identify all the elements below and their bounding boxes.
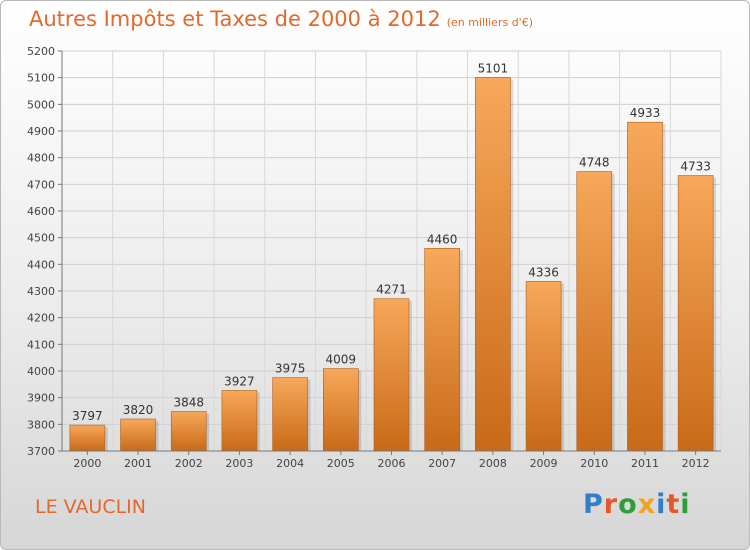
bar-2000 bbox=[69, 424, 106, 452]
y-tick-label: 4200 bbox=[27, 312, 55, 325]
data-label: 4271 bbox=[376, 283, 407, 297]
data-label: 4009 bbox=[326, 353, 357, 367]
y-tick-label: 3700 bbox=[27, 445, 55, 458]
x-tick-label: 2011 bbox=[631, 457, 659, 470]
data-label: 4748 bbox=[579, 156, 610, 170]
x-tick-label: 2002 bbox=[175, 457, 203, 470]
bar-2009 bbox=[525, 281, 562, 452]
chart-title: Autres Impôts et Taxes de 2000 à 2012 (en… bbox=[29, 7, 533, 31]
y-tick-label: 4700 bbox=[27, 178, 55, 191]
bar-2011 bbox=[627, 121, 663, 452]
location-label: LE VAUCLIN bbox=[35, 496, 146, 518]
y-tick-label: 4500 bbox=[27, 232, 55, 245]
data-label: 4933 bbox=[630, 106, 661, 120]
bar-2008 bbox=[475, 77, 511, 452]
y-axis: 3700 3800 3900 4000 4100 4200 4300 4400 4500 4600… bbox=[27, 45, 63, 458]
y-tick-label: 3800 bbox=[27, 418, 55, 431]
data-label: 3797 bbox=[72, 409, 103, 423]
data-label: 5101 bbox=[478, 61, 509, 75]
y-tick-label: 4600 bbox=[27, 205, 55, 218]
bars: 3797 3820 3848 3927 3975 4009 4271 4460 5101 4336… bbox=[69, 61, 717, 452]
x-axis: 2000 2001 2002 2003 2004 2005 2006 2007 2008 2009… bbox=[62, 450, 721, 470]
bar-2003 bbox=[221, 390, 258, 452]
proxiti-logo: Proxiti bbox=[583, 489, 691, 520]
y-tick-label: 5000 bbox=[27, 98, 55, 111]
data-label: 4336 bbox=[528, 265, 559, 279]
x-tick-label: 2007 bbox=[428, 457, 456, 470]
x-tick-label: 2008 bbox=[479, 457, 507, 470]
x-tick-label: 2005 bbox=[327, 457, 355, 470]
y-tick-label: 4400 bbox=[27, 258, 55, 271]
y-tick-label: 5100 bbox=[27, 72, 55, 85]
x-tick-label: 2001 bbox=[124, 457, 152, 470]
bar-2004 bbox=[272, 377, 308, 452]
y-tick-label: 4800 bbox=[27, 152, 55, 165]
bar-2002 bbox=[170, 411, 207, 452]
data-label: 4733 bbox=[680, 160, 711, 174]
chart-subtitle: (en milliers d'€) bbox=[446, 16, 533, 29]
bar-2007 bbox=[424, 248, 460, 452]
data-label: 3848 bbox=[173, 396, 204, 410]
data-label: 3975 bbox=[275, 362, 306, 376]
data-label: 3927 bbox=[224, 374, 255, 388]
bar-2012 bbox=[677, 175, 714, 452]
x-tick-label: 2003 bbox=[225, 457, 253, 470]
y-tick-label: 4000 bbox=[27, 365, 55, 378]
x-tick-label: 2009 bbox=[530, 457, 558, 470]
bar-2005 bbox=[323, 368, 359, 452]
x-tick-label: 2004 bbox=[276, 457, 304, 470]
x-tick-label: 2010 bbox=[580, 457, 608, 470]
data-label: 3820 bbox=[123, 403, 154, 417]
data-label: 4460 bbox=[427, 232, 458, 246]
bar-2006 bbox=[373, 298, 410, 452]
x-tick-label: 2012 bbox=[682, 457, 710, 470]
y-tick-label: 4300 bbox=[27, 285, 55, 298]
y-tick-label: 4900 bbox=[27, 125, 55, 138]
bar-2001 bbox=[120, 418, 156, 452]
y-tick-label: 3900 bbox=[27, 392, 55, 405]
bar-2010 bbox=[576, 171, 613, 452]
x-tick-label: 2006 bbox=[378, 457, 406, 470]
y-tick-label: 4100 bbox=[27, 338, 55, 351]
x-tick-label: 2000 bbox=[73, 457, 101, 470]
y-tick-label: 5200 bbox=[27, 45, 55, 58]
